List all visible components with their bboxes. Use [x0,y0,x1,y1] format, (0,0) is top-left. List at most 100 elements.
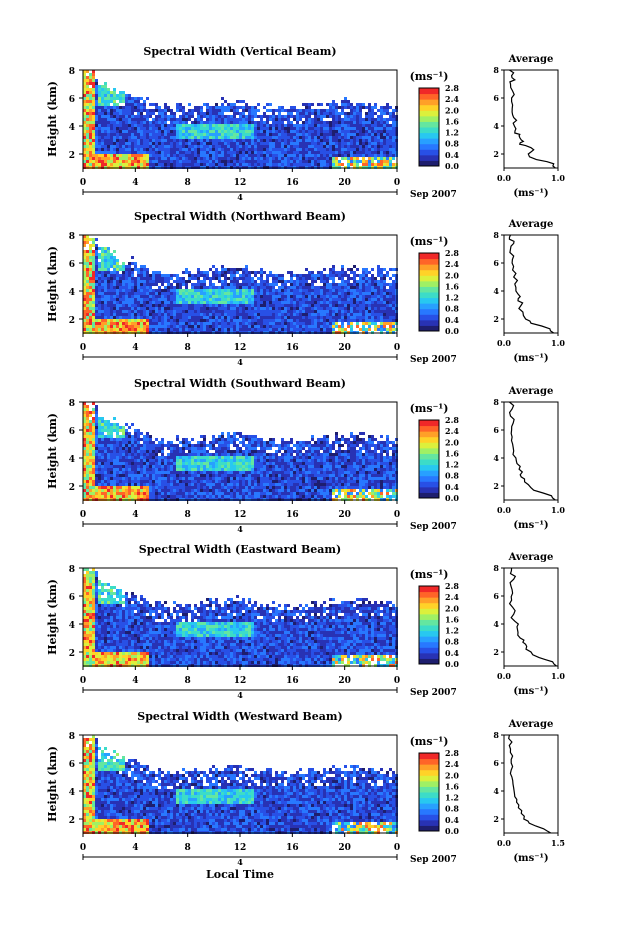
heatmap-cell [377,313,380,316]
heatmap-cell [152,277,155,280]
heatmap-cell [284,310,287,313]
heatmap-cell [233,286,236,289]
heatmap-cell [110,127,113,130]
heatmap-cell [269,271,272,274]
heatmap-cell [221,265,224,268]
heatmap-cell [104,265,107,268]
heatmap-cell [341,295,344,298]
heatmap-cell [212,286,215,289]
heatmap-cell [272,145,275,148]
heatmap-cell [350,142,353,145]
heatmap-cell [305,145,308,148]
heatmap-cell [317,328,320,331]
heatmap-cell [236,286,239,289]
heatmap-cell [218,154,221,157]
heatmap-cell [98,438,101,441]
heatmap-cell [284,289,287,292]
heatmap-cell [233,121,236,124]
heatmap-cell [116,441,119,444]
heatmap-cell [254,112,257,115]
heatmap-cell [296,298,299,301]
heatmap-cell [290,154,293,157]
heatmap-cell [224,163,227,166]
heatmap-cell [89,453,92,456]
heatmap-cell [128,118,131,121]
heatmap-cell [125,325,128,328]
heatmap-cell [101,420,104,423]
heatmap-cell [266,301,269,304]
heatmap-cell [149,136,152,139]
heatmap-cell [152,325,155,328]
heatmap-cell [284,319,287,322]
heatmap-cell [269,313,272,316]
heatmap-cell [200,148,203,151]
heatmap-cell [260,283,263,286]
heatmap-cell [224,157,227,160]
heatmap-cell [365,301,368,304]
heatmap-cell [299,151,302,154]
heatmap-cell [140,313,143,316]
heatmap-cell [230,298,233,301]
heatmap-cell [290,292,293,295]
heatmap-cell [155,142,158,145]
heatmap-cell [236,100,239,103]
heatmap-cell [290,124,293,127]
heatmap-cell [290,130,293,133]
heatmap-cell [305,304,308,307]
heatmap-cell [176,151,179,154]
heatmap-cell [218,133,221,136]
heatmap-cell [359,124,362,127]
heatmap-cell [263,133,266,136]
heatmap-cell [107,118,110,121]
heatmap-cell [95,447,98,450]
heatmap-cell [197,301,200,304]
heatmap-cell [218,148,221,151]
heatmap-cell [158,109,161,112]
heatmap-cell [92,450,95,453]
heatmap-cell [296,313,299,316]
heatmap-cell [254,154,257,157]
heatmap-cell [191,157,194,160]
heatmap-cell [272,148,275,151]
heatmap-cell [374,328,377,331]
heatmap-cell [116,148,119,151]
heatmap-cell [293,145,296,148]
heatmap-cell [107,444,110,447]
heatmap-cell [359,115,362,118]
heatmap-cell [347,310,350,313]
heatmap-cell [266,139,269,142]
heatmap-cell [236,313,239,316]
heatmap-cell [329,289,332,292]
heatmap-cell [215,133,218,136]
heatmap-cell [341,142,344,145]
heatmap-cell [116,313,119,316]
heatmap-cell [224,115,227,118]
heatmap-cell [365,163,368,166]
heatmap-cell [344,151,347,154]
heatmap-cell [254,310,257,313]
heatmap-cell [374,295,377,298]
heatmap-cell [155,130,158,133]
heatmap-cell [95,283,98,286]
heatmap-cell [323,115,326,118]
heatmap-cell [134,310,137,313]
heatmap-cell [221,298,224,301]
heatmap-cell [359,106,362,109]
heatmap-cell [341,127,344,130]
heatmap-cell [365,148,368,151]
heatmap-cell [176,109,179,112]
heatmap-cell [320,289,323,292]
heatmap-cell [260,286,263,289]
heatmap-cell [293,124,296,127]
heatmap-cell [293,283,296,286]
heatmap-cell [242,268,245,271]
heatmap-cell [332,316,335,319]
heatmap-cell [368,286,371,289]
heatmap-cell [263,328,266,331]
heatmap-cell [251,283,254,286]
heatmap-cell [200,121,203,124]
heatmap-cell [158,151,161,154]
heatmap-cell [107,127,110,130]
heatmap-cell [254,145,257,148]
heatmap-cell [284,301,287,304]
